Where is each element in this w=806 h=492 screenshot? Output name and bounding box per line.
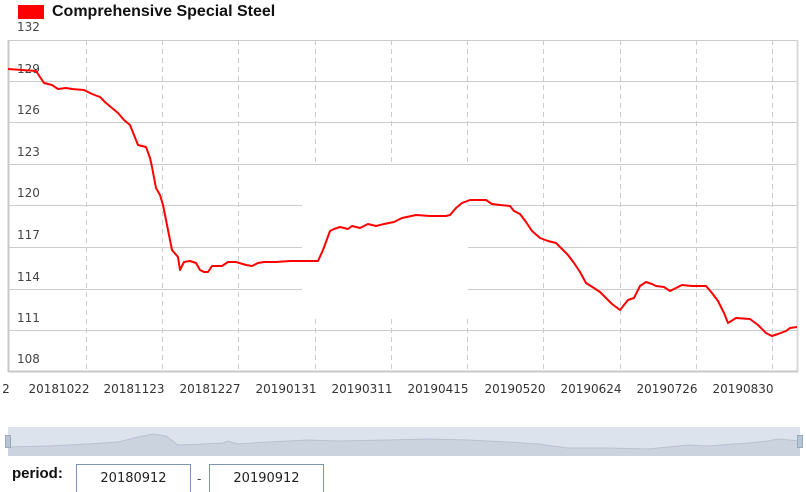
legend-label: Comprehensive Special Steel: [52, 3, 276, 20]
svg-text:20181123: 20181123: [103, 382, 164, 396]
svg-text:20190131: 20190131: [255, 382, 316, 396]
svg-text:20190726: 20190726: [636, 382, 697, 396]
svg-text:20190520: 20190520: [484, 382, 545, 396]
navigator-right-handle[interactable]: [797, 435, 803, 448]
svg-text:20181022: 20181022: [28, 382, 89, 396]
x-axis-labels: 2 20181022 20181123 20181227 20190131 20…: [2, 382, 773, 396]
svg-text:132: 132: [17, 20, 40, 34]
navigator-left-handle[interactable]: [5, 435, 11, 448]
svg-text:111: 111: [17, 311, 40, 325]
legend-swatch: [18, 5, 44, 19]
legend[interactable]: Comprehensive Special Steel: [18, 3, 276, 20]
svg-text:129: 129: [17, 62, 40, 76]
svg-text:20190415: 20190415: [407, 382, 468, 396]
range-navigator[interactable]: [5, 427, 803, 456]
overlay-artifact: [302, 166, 468, 316]
svg-text:20190624: 20190624: [560, 382, 621, 396]
navigator-series: [8, 433, 800, 456]
svg-text:123: 123: [17, 145, 40, 159]
svg-text:120: 120: [17, 186, 40, 200]
svg-text:108: 108: [17, 352, 40, 366]
period-selector: period: 20180912 - 20190912: [12, 462, 324, 492]
period-label: period:: [12, 465, 63, 482]
y-axis-labels: 132 129 126 123 120 117 114 111 108: [17, 20, 40, 366]
period-end-input[interactable]: 20190912: [209, 464, 324, 492]
svg-text:114: 114: [17, 270, 40, 284]
period-separator: -: [197, 472, 202, 486]
series-line[interactable]: [7, 68, 798, 337]
svg-text:117: 117: [17, 228, 40, 242]
svg-text:20190311: 20190311: [331, 382, 392, 396]
line-chart[interactable]: 132 129 126 123 120 117 114 111 108 2 20…: [0, 0, 806, 420]
period-start-input[interactable]: 20180912: [76, 464, 191, 492]
svg-text:20190830: 20190830: [712, 382, 773, 396]
svg-text:20181227: 20181227: [179, 382, 240, 396]
svg-text:2: 2: [2, 382, 10, 396]
svg-text:126: 126: [17, 103, 40, 117]
